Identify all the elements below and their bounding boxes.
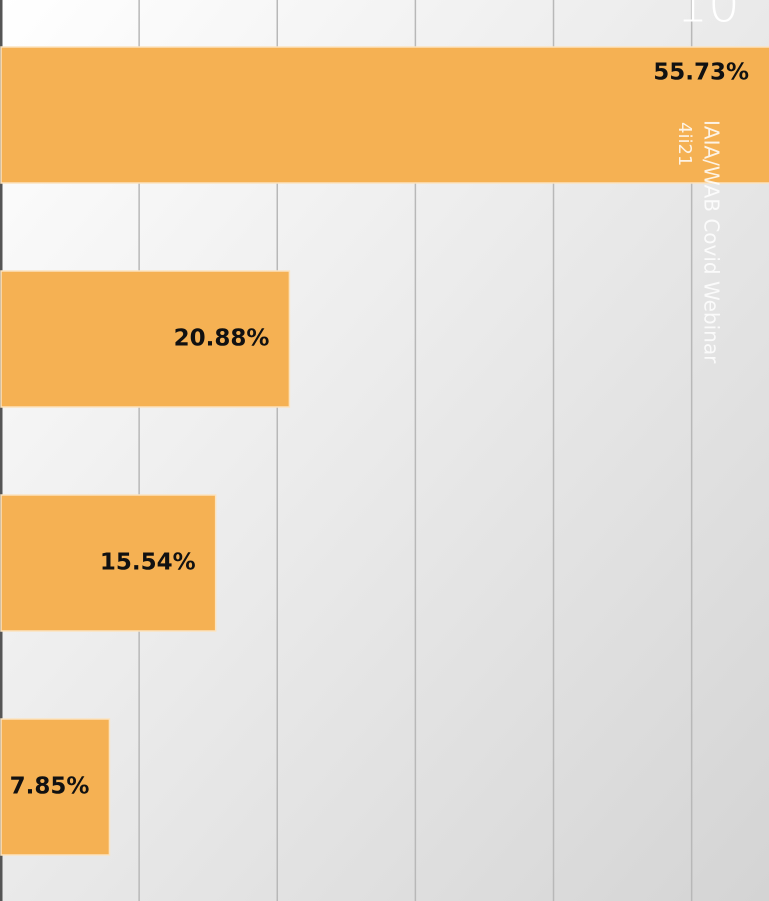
watermark-date: 4ii21	[674, 122, 695, 166]
bar	[0, 46, 769, 184]
data-label: 15.54%	[100, 550, 196, 576]
watermark: IAIA/WAB Covid Webinar	[700, 120, 724, 364]
data-label: 55.73%	[653, 60, 749, 86]
data-label: 20.88%	[174, 326, 270, 352]
bar	[0, 718, 111, 856]
bar	[0, 494, 217, 632]
data-label: 7.85%	[10, 774, 90, 800]
slide-number: 10	[676, 0, 740, 34]
bar	[0, 270, 291, 408]
